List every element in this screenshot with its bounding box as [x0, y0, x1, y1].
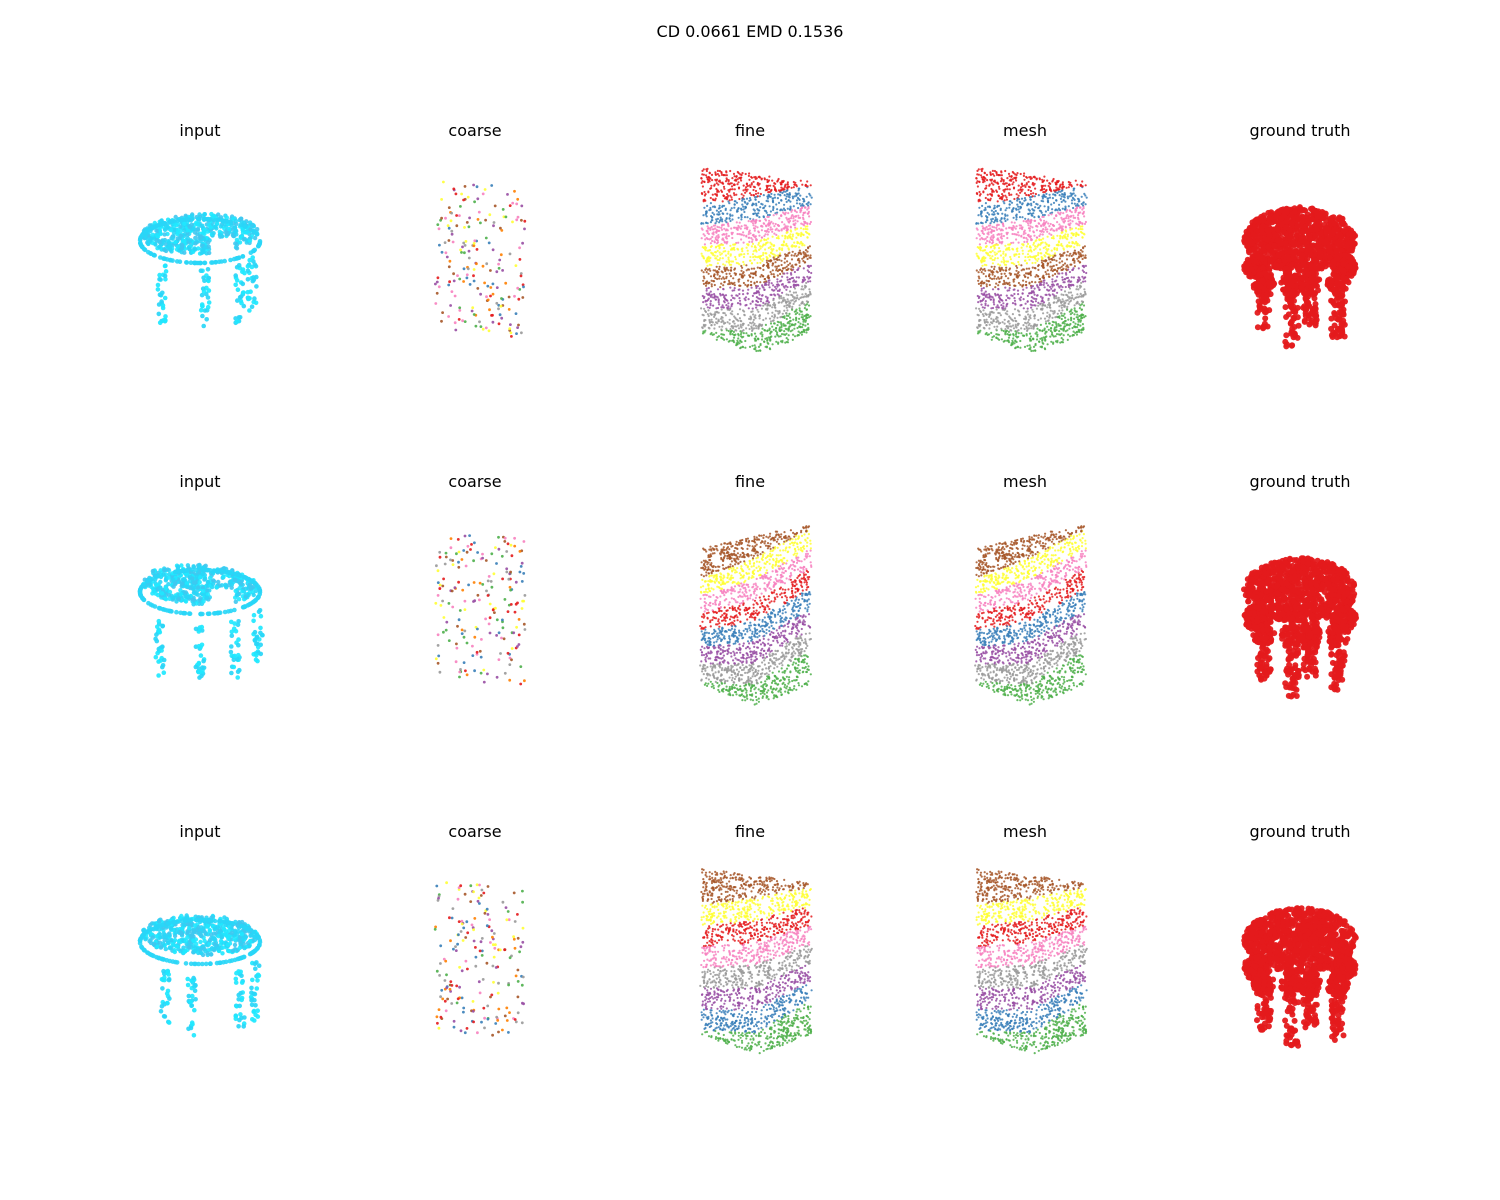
point-cloud-fine [700, 167, 813, 353]
panel-fine: fine [610, 121, 890, 441]
point-cloud-ground-truth [1241, 204, 1359, 350]
panel-title: coarse [335, 822, 615, 842]
point-cloud-coarse [434, 180, 527, 338]
point-cloud-input [137, 562, 265, 680]
figure-title: CD 0.0661 EMD 0.1536 [0, 22, 1500, 42]
panel-input: input [60, 822, 340, 1142]
panel-title: mesh [885, 121, 1165, 141]
panel-fine: fine [610, 472, 890, 792]
panel-mesh: mesh [885, 472, 1165, 792]
point-cloud-fine [699, 868, 813, 1055]
panel-title: input [60, 472, 340, 492]
point-cloud-ground-truth [1241, 555, 1359, 700]
point-cloud-mesh [974, 525, 1088, 706]
panel-title: input [60, 822, 340, 842]
panel-title: ground truth [1160, 822, 1440, 842]
panel-coarse: coarse [335, 121, 615, 441]
point-cloud-fine [699, 525, 813, 706]
panel-title: ground truth [1160, 472, 1440, 492]
panel-ground-truth: ground truth [1160, 822, 1440, 1142]
panel-title: coarse [335, 472, 615, 492]
panel-title: fine [610, 121, 890, 141]
panel-input: input [60, 121, 340, 441]
panel-title: input [60, 121, 340, 141]
point-cloud-coarse [434, 534, 527, 686]
panel-title: coarse [335, 121, 615, 141]
panel-title: mesh [885, 472, 1165, 492]
point-cloud-coarse [433, 881, 525, 1037]
panel-mesh: mesh [885, 121, 1165, 441]
point-cloud-mesh [974, 868, 1088, 1055]
point-cloud-mesh [975, 167, 1088, 353]
panel-coarse: coarse [335, 822, 615, 1142]
panel-mesh: mesh [885, 822, 1165, 1142]
panel-ground-truth: ground truth [1160, 121, 1440, 441]
point-cloud-ground-truth [1241, 905, 1359, 1049]
panel-coarse: coarse [335, 472, 615, 792]
panel-title: ground truth [1160, 121, 1440, 141]
panel-ground-truth: ground truth [1160, 472, 1440, 792]
panel-title: fine [610, 822, 890, 842]
panel-input: input [60, 472, 340, 792]
point-cloud-input [137, 211, 263, 329]
point-cloud-input [137, 913, 263, 1038]
panel-title: mesh [885, 822, 1165, 842]
panel-title: fine [610, 472, 890, 492]
panel-fine: fine [610, 822, 890, 1142]
